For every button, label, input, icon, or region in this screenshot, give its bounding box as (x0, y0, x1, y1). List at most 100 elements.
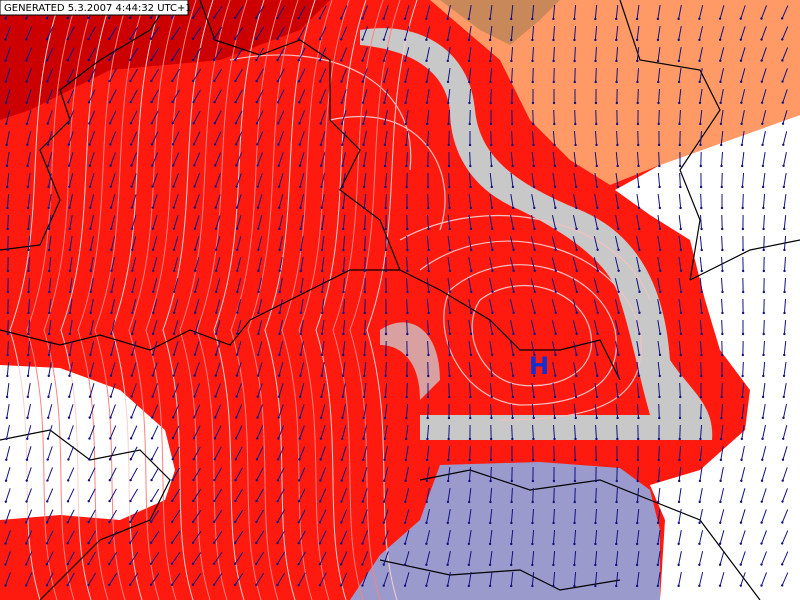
arrow-shaft (150, 509, 160, 523)
arrow-head (698, 101, 702, 105)
wind-arrow (489, 487, 493, 504)
arrow-head (340, 80, 343, 83)
wind-arrow (26, 173, 31, 189)
arrow-head (339, 563, 343, 566)
arrow-head (741, 290, 745, 294)
wind-arrow (110, 341, 116, 356)
arrow-head (720, 353, 724, 357)
arrow-shaft (405, 403, 409, 419)
arrow-shaft (234, 551, 244, 565)
arrow-shaft (761, 488, 767, 502)
wind-arrow (108, 26, 118, 41)
wind-arrow (87, 89, 96, 104)
arrow-head (234, 122, 238, 125)
arrow-shaft (151, 110, 159, 124)
wind-arrow (191, 530, 202, 544)
wind-arrow (278, 194, 284, 209)
arrow-shaft (426, 445, 430, 461)
arrow-shaft (193, 110, 201, 124)
arrow-shaft (68, 152, 74, 166)
arrow-shaft (69, 236, 73, 250)
arrow-shaft (215, 257, 221, 271)
arrow-shaft (363, 152, 367, 166)
wind-arrow (573, 571, 577, 588)
arrow-shaft (257, 236, 263, 250)
arrow-shaft (236, 173, 242, 187)
wind-arrow (257, 299, 263, 315)
arrow-shaft (27, 152, 31, 166)
wind-arrow (88, 173, 95, 188)
arrow-shaft (192, 47, 202, 61)
arrow-shaft (320, 152, 326, 166)
arrow-shaft (299, 383, 305, 397)
arrow-head (573, 584, 576, 588)
isolines (229, 54, 651, 421)
arrow-shaft (46, 488, 54, 502)
arrow-shaft (279, 299, 283, 313)
arrow-head (638, 332, 641, 336)
arrow-shaft (384, 382, 388, 398)
arrow-shaft (150, 551, 160, 565)
wind-arrow (172, 152, 180, 167)
arrow-head (193, 164, 196, 167)
arrow-shaft (761, 47, 767, 61)
wind-arrow (636, 278, 641, 294)
wind-arrow (489, 508, 493, 525)
arrow-head (594, 500, 597, 504)
arrow-head (129, 37, 132, 41)
arrow-shaft (341, 446, 347, 460)
wind-arrow (403, 5, 410, 20)
wind-arrow (151, 341, 158, 356)
arrow-head (510, 584, 513, 588)
wind-arrow (447, 88, 451, 105)
arrow-head (26, 374, 30, 378)
arrow-head (382, 500, 386, 503)
arrow-head (575, 332, 578, 335)
arrow-head (319, 458, 322, 461)
wind-arrow (594, 403, 598, 420)
wind-arrow (636, 487, 640, 504)
arrow-head (677, 479, 681, 483)
wind-arrow (741, 298, 745, 315)
isoline (26, 0, 78, 600)
wind-arrow (469, 403, 472, 420)
wind-arrow (635, 25, 640, 42)
wind-arrow (678, 257, 683, 273)
wind-arrow (425, 530, 431, 546)
arrow-head (297, 500, 301, 503)
arrow-shaft (6, 152, 10, 166)
wind-arrow (298, 152, 305, 167)
arrow-shaft (741, 172, 745, 188)
arrow-shaft (678, 214, 682, 230)
arrow-head (637, 374, 641, 378)
arrow-head (277, 185, 281, 188)
arrow-head (467, 563, 471, 567)
wind-arrow (467, 26, 472, 42)
arrow-head (741, 227, 745, 231)
arrow-head (297, 37, 300, 41)
arrow-head (255, 541, 258, 545)
arrow-head (87, 58, 90, 62)
arrow-head (573, 59, 576, 63)
wind-arrow (276, 572, 285, 587)
arrow-head (426, 122, 429, 126)
wind-arrow (172, 236, 179, 251)
arrow-head (782, 164, 785, 168)
arrow-shaft (783, 152, 787, 166)
wind-arrow (110, 215, 116, 230)
wind-arrow (782, 361, 787, 378)
arrow-shaft (173, 194, 179, 208)
arrow-head (426, 185, 430, 189)
arrow-shaft (657, 382, 661, 398)
wind-arrow (25, 68, 32, 83)
border (199, 0, 401, 321)
arrow-head (171, 143, 175, 146)
arrow-head (489, 521, 492, 525)
wind-arrow (404, 110, 409, 126)
wind-arrow (552, 46, 555, 63)
arrow-shaft (69, 299, 73, 313)
arrow-shaft (235, 152, 243, 166)
wind-arrow (762, 214, 765, 231)
wind-arrow (171, 425, 180, 440)
wind-arrow (340, 467, 347, 482)
